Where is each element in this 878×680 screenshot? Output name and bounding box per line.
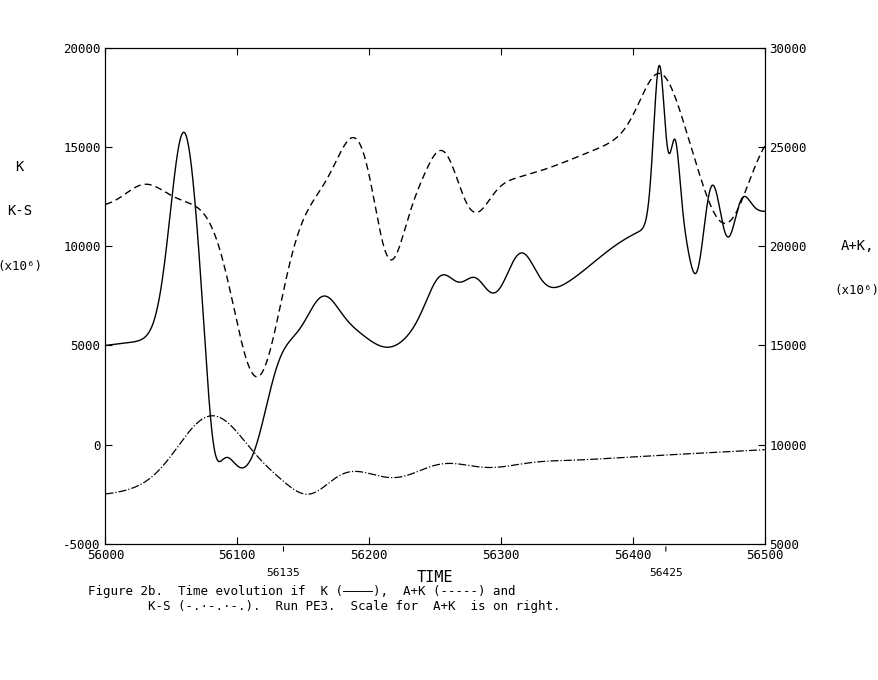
Text: K: K xyxy=(16,160,24,173)
X-axis label: TIME: TIME xyxy=(416,571,453,585)
Text: A+K,: A+K, xyxy=(839,239,873,253)
Text: (x10⁶): (x10⁶) xyxy=(0,260,42,273)
Text: Figure 2b.  Time evolution if  K (————),  A+K (-----) and
        K-S (-.·-.·-.): Figure 2b. Time evolution if K (————), A… xyxy=(88,585,560,613)
Text: (x10⁶): (x10⁶) xyxy=(833,284,878,297)
Text: 56425: 56425 xyxy=(648,568,682,578)
Text: 56135: 56135 xyxy=(266,568,300,578)
Text: K-S: K-S xyxy=(7,205,32,218)
